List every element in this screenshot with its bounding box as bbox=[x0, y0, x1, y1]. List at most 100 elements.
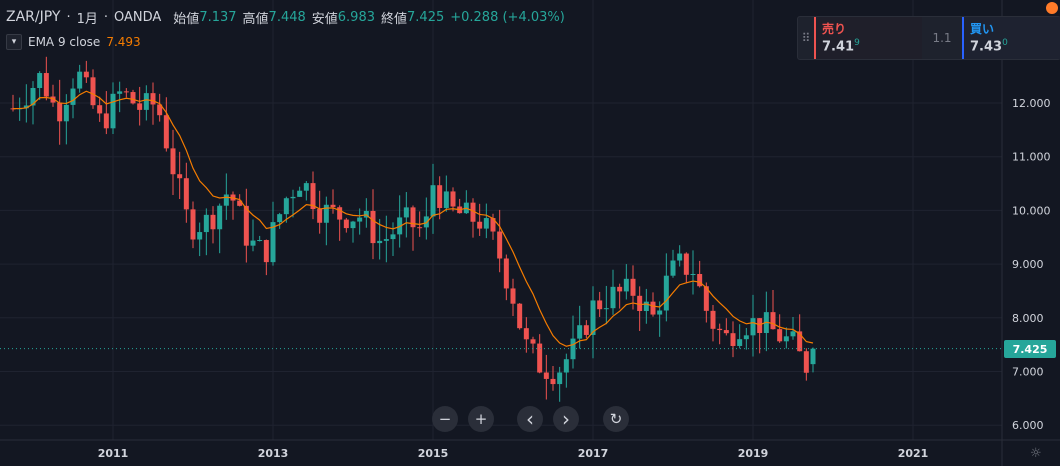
zoom-out-button[interactable]: − bbox=[432, 406, 458, 432]
candle-body bbox=[390, 234, 396, 240]
zoom-in-button[interactable]: + bbox=[468, 406, 494, 432]
candle-body bbox=[517, 303, 523, 329]
candle-body bbox=[803, 351, 809, 373]
y-tick-label: 7.000 bbox=[1012, 366, 1044, 379]
candle-body bbox=[297, 190, 303, 197]
candle-body bbox=[490, 218, 496, 232]
scroll-left-button[interactable]: ‹ bbox=[517, 406, 543, 432]
low-label: 安値 bbox=[311, 11, 338, 27]
candle-body bbox=[677, 253, 683, 261]
candle-body bbox=[97, 105, 103, 114]
candle-body bbox=[377, 240, 383, 244]
candle-body bbox=[717, 328, 723, 331]
candle-body bbox=[523, 328, 529, 340]
candle-body bbox=[50, 96, 56, 103]
sell-price-sup: 9 bbox=[854, 38, 860, 48]
candle-body bbox=[450, 191, 456, 207]
candle-body bbox=[610, 286, 616, 309]
drag-handle-icon[interactable]: ⠿ bbox=[801, 31, 811, 45]
candle-body bbox=[190, 209, 196, 240]
candle-body bbox=[150, 93, 156, 105]
candle-body bbox=[683, 253, 689, 275]
candle-body bbox=[477, 221, 483, 229]
candle-body bbox=[370, 210, 376, 244]
candle-body bbox=[203, 214, 209, 233]
spread-value: 1.1 bbox=[932, 31, 952, 45]
candle-body bbox=[57, 102, 63, 122]
candle-body bbox=[130, 92, 136, 104]
candle-body bbox=[37, 73, 43, 88]
candle-body bbox=[643, 301, 649, 312]
candle-body bbox=[577, 325, 583, 339]
candle-body bbox=[330, 204, 336, 208]
ema-name[interactable]: EMA 9 close bbox=[28, 35, 101, 49]
buy-button[interactable]: 買い 7.430 bbox=[962, 17, 1060, 59]
candle-body bbox=[343, 219, 349, 229]
scroll-right-button[interactable]: › bbox=[553, 406, 579, 432]
candle-body bbox=[337, 207, 343, 220]
candle-body bbox=[177, 174, 183, 179]
candle-body bbox=[557, 372, 563, 385]
candle-body bbox=[723, 330, 729, 334]
candle-body bbox=[690, 273, 696, 275]
candle-body bbox=[217, 205, 223, 230]
candle-body bbox=[790, 331, 796, 337]
candle-body bbox=[237, 200, 243, 206]
candle-body bbox=[77, 71, 83, 89]
y-tick-label: 8.000 bbox=[1012, 312, 1044, 325]
reset-button[interactable]: ↻ bbox=[603, 406, 629, 432]
candle-body bbox=[650, 301, 656, 315]
candle-body bbox=[103, 113, 109, 129]
candle-body bbox=[290, 196, 296, 199]
symbol-header: ZAR/JPY · 1月 · OANDA 始値 7.137 高値 7.448 安値 6… bbox=[6, 9, 565, 27]
candle-body bbox=[310, 183, 316, 210]
candle-body bbox=[630, 278, 636, 296]
candle-body bbox=[703, 286, 709, 311]
candle-body bbox=[757, 318, 763, 334]
interval-label[interactable]: 1月 bbox=[76, 11, 98, 27]
candle-body bbox=[470, 202, 476, 222]
y-tick-label: 12.000 bbox=[1012, 97, 1051, 110]
symbol-name[interactable]: ZAR/JPY bbox=[6, 9, 61, 25]
candle-body bbox=[163, 115, 169, 149]
candle-body bbox=[110, 93, 116, 129]
candle-body bbox=[30, 87, 36, 106]
buy-label: 買い bbox=[970, 22, 995, 36]
x-tick-label: 2019 bbox=[738, 447, 769, 460]
ema-value: 7.493 bbox=[106, 35, 141, 49]
candle-body bbox=[563, 359, 569, 373]
candle-body bbox=[710, 310, 716, 329]
candle-body bbox=[170, 148, 176, 175]
candle-body bbox=[443, 191, 449, 208]
notification-dot[interactable] bbox=[1046, 2, 1058, 14]
candle-body bbox=[503, 258, 509, 289]
candle-body bbox=[317, 209, 323, 223]
y-tick-label: 10.000 bbox=[1012, 204, 1051, 217]
candle-body bbox=[797, 331, 803, 352]
candle-body bbox=[137, 103, 143, 110]
x-tick-label: 2011 bbox=[98, 447, 129, 460]
candle-body bbox=[590, 300, 596, 335]
ema-line bbox=[12, 90, 814, 347]
candle-body bbox=[250, 240, 256, 246]
open-value: 7.137 bbox=[199, 9, 237, 25]
candle-body bbox=[430, 185, 436, 217]
candle-body bbox=[157, 104, 163, 116]
y-tick-label: 9.000 bbox=[1012, 258, 1044, 271]
x-tick-label: 2013 bbox=[258, 447, 289, 460]
low-value: 6.983 bbox=[337, 9, 375, 25]
candle-body bbox=[617, 286, 623, 292]
candle-body bbox=[323, 204, 329, 223]
high-value: 7.448 bbox=[268, 9, 306, 25]
candle-body bbox=[90, 77, 96, 106]
candle-body bbox=[543, 372, 549, 379]
candle-body bbox=[83, 71, 89, 78]
chevron-down-icon[interactable]: ▾ bbox=[6, 34, 22, 50]
candle-body bbox=[257, 240, 263, 242]
x-tick-label: 2015 bbox=[418, 447, 449, 460]
candle-body bbox=[483, 218, 489, 229]
settings-gear-icon[interactable]: ☼ bbox=[1030, 446, 1042, 461]
sell-button[interactable]: 売り 7.419 bbox=[814, 17, 922, 59]
candle-body bbox=[663, 275, 669, 311]
